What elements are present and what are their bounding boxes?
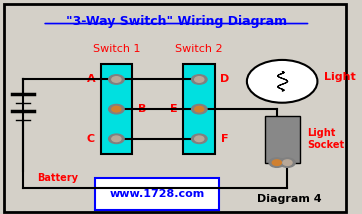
Text: B: B (138, 104, 146, 114)
Text: Switch 1: Switch 1 (93, 44, 140, 54)
FancyBboxPatch shape (265, 116, 300, 163)
Text: C: C (87, 134, 95, 144)
Circle shape (280, 158, 295, 167)
Text: Diagram 4: Diagram 4 (257, 194, 321, 204)
Circle shape (191, 75, 207, 84)
FancyBboxPatch shape (184, 64, 215, 154)
Text: E: E (170, 104, 178, 114)
Circle shape (112, 77, 121, 82)
FancyBboxPatch shape (95, 178, 219, 210)
Circle shape (191, 104, 207, 114)
Circle shape (112, 136, 121, 142)
Circle shape (109, 104, 124, 114)
Circle shape (195, 77, 204, 82)
Circle shape (283, 160, 292, 165)
Text: D: D (220, 74, 229, 85)
Circle shape (191, 134, 207, 144)
Circle shape (109, 134, 124, 144)
Circle shape (247, 60, 317, 103)
Text: Switch 2: Switch 2 (176, 44, 223, 54)
Text: Light
Socket: Light Socket (307, 128, 344, 150)
Text: "3-Way Switch" Wiring Diagram: "3-Way Switch" Wiring Diagram (66, 15, 287, 28)
FancyBboxPatch shape (101, 64, 132, 154)
Circle shape (272, 160, 281, 165)
Text: Battery: Battery (37, 173, 78, 183)
Text: Light: Light (324, 72, 356, 82)
Circle shape (112, 106, 121, 112)
Text: www.1728.com: www.1728.com (109, 189, 205, 199)
Text: F: F (221, 134, 228, 144)
Circle shape (269, 158, 285, 167)
Circle shape (195, 106, 204, 112)
Circle shape (109, 75, 124, 84)
Circle shape (195, 136, 204, 142)
Text: A: A (87, 74, 95, 85)
